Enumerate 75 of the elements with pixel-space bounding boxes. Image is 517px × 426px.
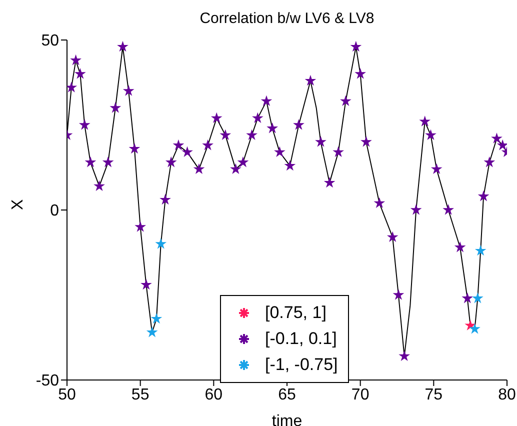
point [324, 176, 336, 188]
point [474, 244, 486, 256]
x-tick-label: 80 [498, 386, 516, 404]
point [202, 139, 214, 150]
point [274, 146, 286, 158]
point [146, 326, 158, 338]
point [246, 129, 258, 140]
point [140, 278, 152, 290]
y-axis-title: X [10, 199, 27, 210]
point [374, 197, 386, 208]
point [398, 350, 410, 362]
point [94, 180, 105, 192]
point [150, 312, 162, 324]
point [78, 119, 90, 130]
point [284, 160, 296, 171]
point [122, 85, 134, 96]
x-axis-title: time [272, 413, 302, 426]
point [354, 68, 366, 79]
point [84, 156, 96, 168]
point [230, 163, 242, 174]
point [155, 238, 167, 249]
point [165, 156, 177, 168]
point [340, 95, 352, 106]
point [193, 163, 205, 174]
chart-title: Correlation b/w LV6 & LV8 [198, 10, 376, 27]
point [74, 68, 86, 79]
point [70, 54, 82, 66]
point [237, 156, 249, 168]
point [484, 156, 496, 168]
point [128, 142, 140, 154]
point [304, 74, 316, 86]
point [134, 221, 146, 232]
point [117, 40, 128, 52]
point [410, 204, 422, 215]
point [160, 194, 171, 205]
point [425, 129, 436, 140]
point [102, 156, 114, 168]
point [478, 190, 490, 202]
y-tick-label: 50 [41, 32, 60, 50]
point [182, 146, 193, 158]
x-tick-label: 55 [131, 386, 150, 404]
point [332, 146, 344, 158]
x-tick-label: 60 [204, 386, 223, 404]
point [360, 136, 372, 147]
x-tick-label: 50 [58, 386, 76, 404]
point [491, 132, 502, 144]
point [462, 292, 474, 304]
point [496, 139, 507, 150]
legend-label: [-0.1, 0.1] [265, 329, 337, 349]
point [430, 163, 442, 174]
y-tick-label: -50 [36, 372, 60, 390]
legend-label: [0.75, 1] [265, 303, 326, 323]
point [266, 122, 278, 134]
point [210, 112, 222, 124]
y-tick-label: 0 [50, 202, 60, 220]
point [293, 119, 304, 130]
x-tick-label: 75 [424, 386, 443, 404]
x-tick-label: 65 [278, 386, 296, 404]
point [442, 204, 454, 215]
point [110, 102, 122, 113]
point [252, 112, 264, 124]
point [392, 289, 404, 300]
point [260, 95, 272, 106]
point [172, 139, 184, 150]
point [469, 323, 480, 334]
point [67, 82, 78, 92]
legend-label: [-1, -0.75] [265, 355, 338, 375]
point [454, 241, 466, 252]
point [315, 136, 326, 147]
x-tick-label: 70 [351, 386, 370, 404]
point [472, 292, 484, 304]
point [350, 40, 362, 52]
point [220, 129, 232, 140]
point [419, 116, 431, 126]
point [386, 231, 398, 242]
